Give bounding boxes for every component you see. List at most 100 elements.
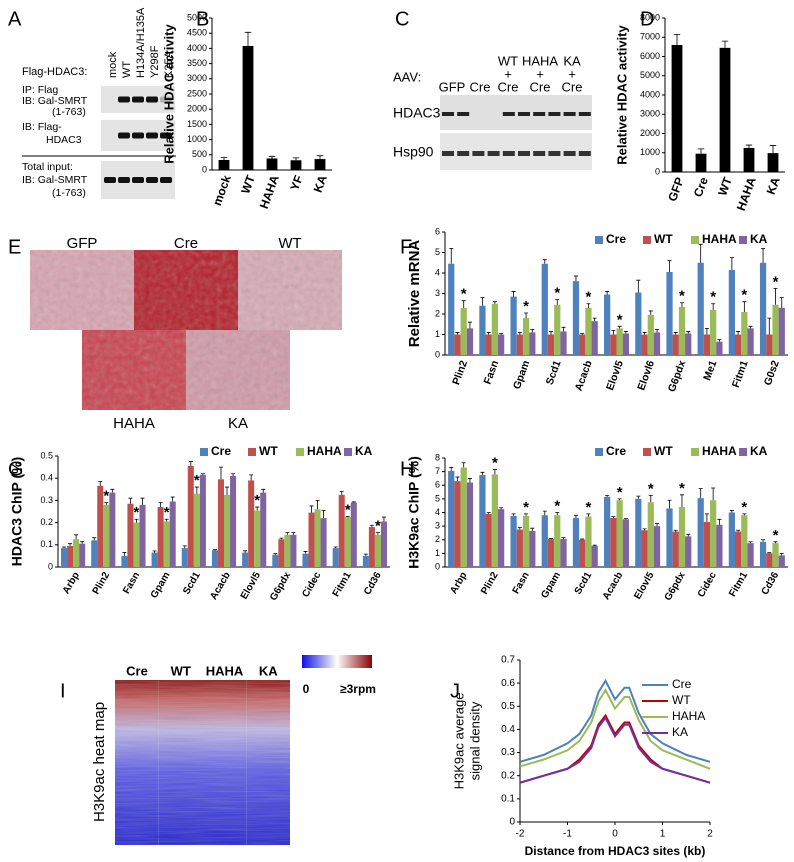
error-bar xyxy=(736,529,741,532)
error-bar xyxy=(648,495,653,503)
error-bar xyxy=(467,321,472,329)
bar xyxy=(554,515,561,567)
error-bar xyxy=(333,546,338,549)
blot-row-label: IB: Flag- xyxy=(22,121,62,133)
bar xyxy=(579,539,586,567)
bar xyxy=(641,530,648,567)
x-tick-label: Fasn xyxy=(121,570,142,596)
error-bar xyxy=(381,516,386,522)
bar xyxy=(260,492,267,567)
x-tick-label: Me1 xyxy=(701,359,719,382)
blot-band xyxy=(118,132,130,139)
panel-label: H xyxy=(400,458,414,480)
bar xyxy=(454,481,461,567)
legend-swatch xyxy=(344,448,352,456)
error-bar xyxy=(586,513,591,517)
bar xyxy=(350,502,357,567)
y-tick-label: 4000 xyxy=(640,89,660,99)
bar xyxy=(485,513,492,567)
blot-band xyxy=(160,96,172,103)
x-tick-label: Acacb xyxy=(573,359,595,393)
bar xyxy=(248,480,255,567)
sample-label: GFP xyxy=(67,235,98,252)
significance-mark: * xyxy=(617,484,623,501)
legend-swatch xyxy=(595,448,603,456)
lane-label: + xyxy=(536,66,544,81)
y-tick-label: 0.6 xyxy=(501,678,515,689)
error-bar xyxy=(110,488,115,493)
significance-mark: * xyxy=(492,455,498,472)
blot-band xyxy=(132,177,144,183)
error-bar xyxy=(122,552,127,556)
blot-row-label: (1-763) xyxy=(52,187,86,199)
lane-label: Cre xyxy=(498,79,519,94)
lane-label: Cre xyxy=(470,79,491,94)
y-tick-label: 4 xyxy=(435,507,440,517)
significance-mark: * xyxy=(773,527,779,544)
error-bar xyxy=(742,301,747,312)
significance-mark: * xyxy=(741,287,747,304)
lane-label: Y298F xyxy=(149,45,161,78)
error-bar xyxy=(499,333,504,335)
bar xyxy=(585,307,592,355)
error-bar xyxy=(292,157,300,161)
error-bar xyxy=(480,297,485,306)
x-tick-label: Acacb xyxy=(208,570,233,601)
histology-texture xyxy=(134,250,238,330)
bar xyxy=(284,534,291,567)
error-bar xyxy=(309,505,314,513)
column-label: KA xyxy=(259,663,278,678)
blot-band xyxy=(548,112,561,116)
bar xyxy=(479,475,486,567)
bar xyxy=(460,307,467,355)
x-tick-label: Cre xyxy=(691,175,711,199)
error-bar xyxy=(761,539,766,542)
error-bar xyxy=(729,510,734,513)
error-bar xyxy=(461,462,466,468)
error-bar xyxy=(345,515,350,518)
x-tick-label: Elovl6 xyxy=(635,359,657,392)
error-bar xyxy=(636,495,641,499)
error-bar xyxy=(492,301,497,304)
error-bar xyxy=(492,469,497,475)
x-tick-label: WT xyxy=(715,175,735,198)
error-bar xyxy=(679,302,684,307)
bar xyxy=(529,530,536,567)
bar xyxy=(109,492,116,567)
y-tick-label: 6 xyxy=(435,480,440,490)
y-tick-label: 3500 xyxy=(187,58,207,68)
line-series xyxy=(519,715,711,784)
error-bar xyxy=(648,310,653,316)
bar xyxy=(747,328,754,355)
error-bar xyxy=(592,544,597,546)
bar xyxy=(217,479,224,567)
bar xyxy=(491,474,499,567)
bar xyxy=(522,318,530,355)
x-tick-label: Cd36 xyxy=(760,570,782,597)
bar xyxy=(448,470,455,567)
error-bar xyxy=(611,330,616,335)
bar xyxy=(610,517,617,567)
bar xyxy=(622,333,629,355)
error-bar xyxy=(761,248,766,263)
bar xyxy=(766,334,773,355)
error-bar xyxy=(655,328,660,333)
bar xyxy=(728,512,735,567)
x-tick-label: G0s2 xyxy=(762,359,782,387)
y-tick-label: 0 xyxy=(202,164,207,174)
blot-band xyxy=(118,177,130,183)
legend-label: WT xyxy=(259,444,278,458)
significance-mark: * xyxy=(773,273,779,290)
bar xyxy=(767,153,779,172)
error-bar xyxy=(92,537,97,541)
bar xyxy=(741,515,748,567)
sample-label: HAHA xyxy=(113,415,155,432)
error-bar xyxy=(279,537,284,540)
bar xyxy=(653,332,661,355)
lane-label: K25A xyxy=(163,50,175,78)
error-bar xyxy=(745,144,753,148)
x-tick-label: KA xyxy=(764,175,783,196)
error-bar xyxy=(375,532,380,535)
error-bar xyxy=(736,331,741,335)
